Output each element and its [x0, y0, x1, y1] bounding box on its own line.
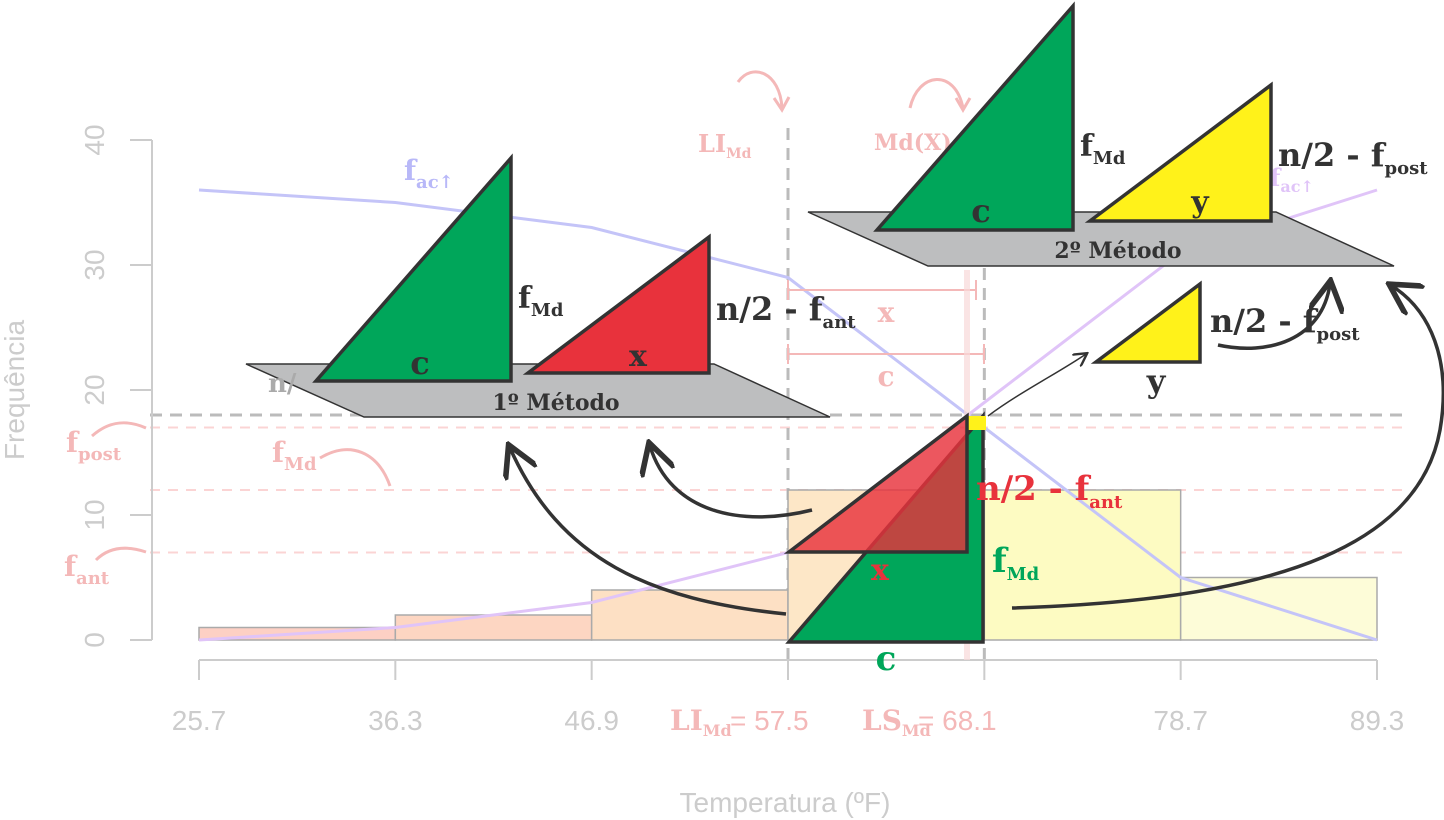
- y-tick-label: 30: [79, 249, 110, 280]
- fac-left-label: fac↑: [404, 154, 454, 193]
- li-md-label: LIMd: [698, 129, 752, 162]
- line-fac-descending: [198, 188, 1378, 642]
- axes: 0 10 20 30 40 25.7 36.3 46.9 78.7 89.3 Temperatu…: [0, 124, 1404, 818]
- method-2-nf-label: n/2 - fpost: [1278, 136, 1428, 179]
- faded-annotations: LIMd Md(X) fpost fMd fant fac↑ fac↑ x c …: [64, 70, 1314, 740]
- md-x-arrow: [908, 78, 965, 109]
- center-nf-label: n/2 - fant: [976, 469, 1123, 513]
- f-md-label: fMd: [272, 436, 317, 475]
- x-li-md-value-label: = 57.5: [730, 705, 809, 736]
- method-1-x-label: x: [629, 339, 648, 374]
- center-x-label: x: [871, 553, 890, 588]
- method-1-c-label: c: [410, 344, 429, 382]
- x-axis-label: Temperatura (ºF): [680, 787, 891, 818]
- c-brace-label: c: [877, 360, 894, 393]
- center-fmd-label: fMd: [992, 541, 1040, 585]
- arrow-red-to-method1: [650, 446, 813, 519]
- x-li-md-label: LIMd: [670, 704, 732, 740]
- small-y-label: y: [1146, 362, 1167, 400]
- method-2-fmd-label: fMd: [1080, 129, 1126, 169]
- histogram-bar-2: [394, 614, 593, 641]
- arrow-green-to-method2: [1011, 286, 1444, 610]
- x-tick-label: 36.3: [368, 705, 423, 736]
- x-ls-md-value-label: = 68.1: [918, 705, 997, 736]
- x-tick-label: 78.7: [1153, 705, 1208, 736]
- y-tick-label: 10: [79, 499, 110, 530]
- center-yellow-sliver: [968, 416, 986, 430]
- x-tick-label: 25.7: [172, 705, 227, 736]
- center-c-label: c: [876, 639, 897, 679]
- method-1-green-triangle: [312, 153, 513, 383]
- center-red-triangle: [783, 412, 969, 554]
- method-1-fmd-label: fMd: [518, 281, 564, 321]
- method-2-panel: 2º Método c y fMd n/2 - fpost: [807, 1, 1428, 267]
- method-1-title: 1º Método: [492, 390, 619, 416]
- method-1-nf-label: n/2 - fant: [716, 290, 856, 333]
- li-md-arrow: [736, 70, 784, 109]
- small-nf-label: n/2 - fpost: [1210, 302, 1360, 345]
- method-2-y-label: y: [1190, 185, 1210, 220]
- x-ls-md-label: LSMd: [862, 704, 931, 740]
- x-brace-label: x: [878, 296, 895, 329]
- y-tick-label: 20: [79, 374, 110, 405]
- y-tick-label: 0: [79, 632, 110, 648]
- method-2-c-label: c: [971, 192, 990, 230]
- fac-right-label: fac↑: [1270, 163, 1314, 196]
- y-tick-label: 40: [79, 124, 110, 155]
- method-1-panel: n/ 1º Método c x fMd n/2 - fant: [245, 153, 856, 418]
- connector-arrows: [510, 286, 1444, 616]
- small-yellow-group: y n/2 - fpost: [1090, 280, 1360, 400]
- small-curved-arrow: [1217, 284, 1330, 350]
- histogram-bars: [198, 489, 1378, 641]
- method-2-title: 2º Método: [1054, 238, 1181, 264]
- small-yellow-triangle: [1090, 280, 1202, 364]
- f-ant-label: fant: [64, 550, 110, 589]
- method-1-red-triangle: [522, 233, 711, 375]
- x-tick-label: 46.9: [564, 705, 619, 736]
- f-post-label: fpost: [66, 426, 122, 465]
- central-triangles: n/2 - fant fMd x c: [783, 411, 1123, 679]
- histogram-bar-5: [983, 489, 1182, 641]
- n-hidden-label: n/: [268, 369, 297, 399]
- x-tick-label: 89.3: [1350, 705, 1405, 736]
- y-axis-label: Frequência: [0, 320, 30, 461]
- arrow-green-to-method1: [510, 448, 787, 616]
- method-2-yellow-triangle: [1084, 81, 1273, 223]
- md-x-label: Md(X): [874, 130, 952, 156]
- method-2-green-triangle: [873, 1, 1075, 232]
- arrow-yellow-to-small: [987, 354, 1086, 417]
